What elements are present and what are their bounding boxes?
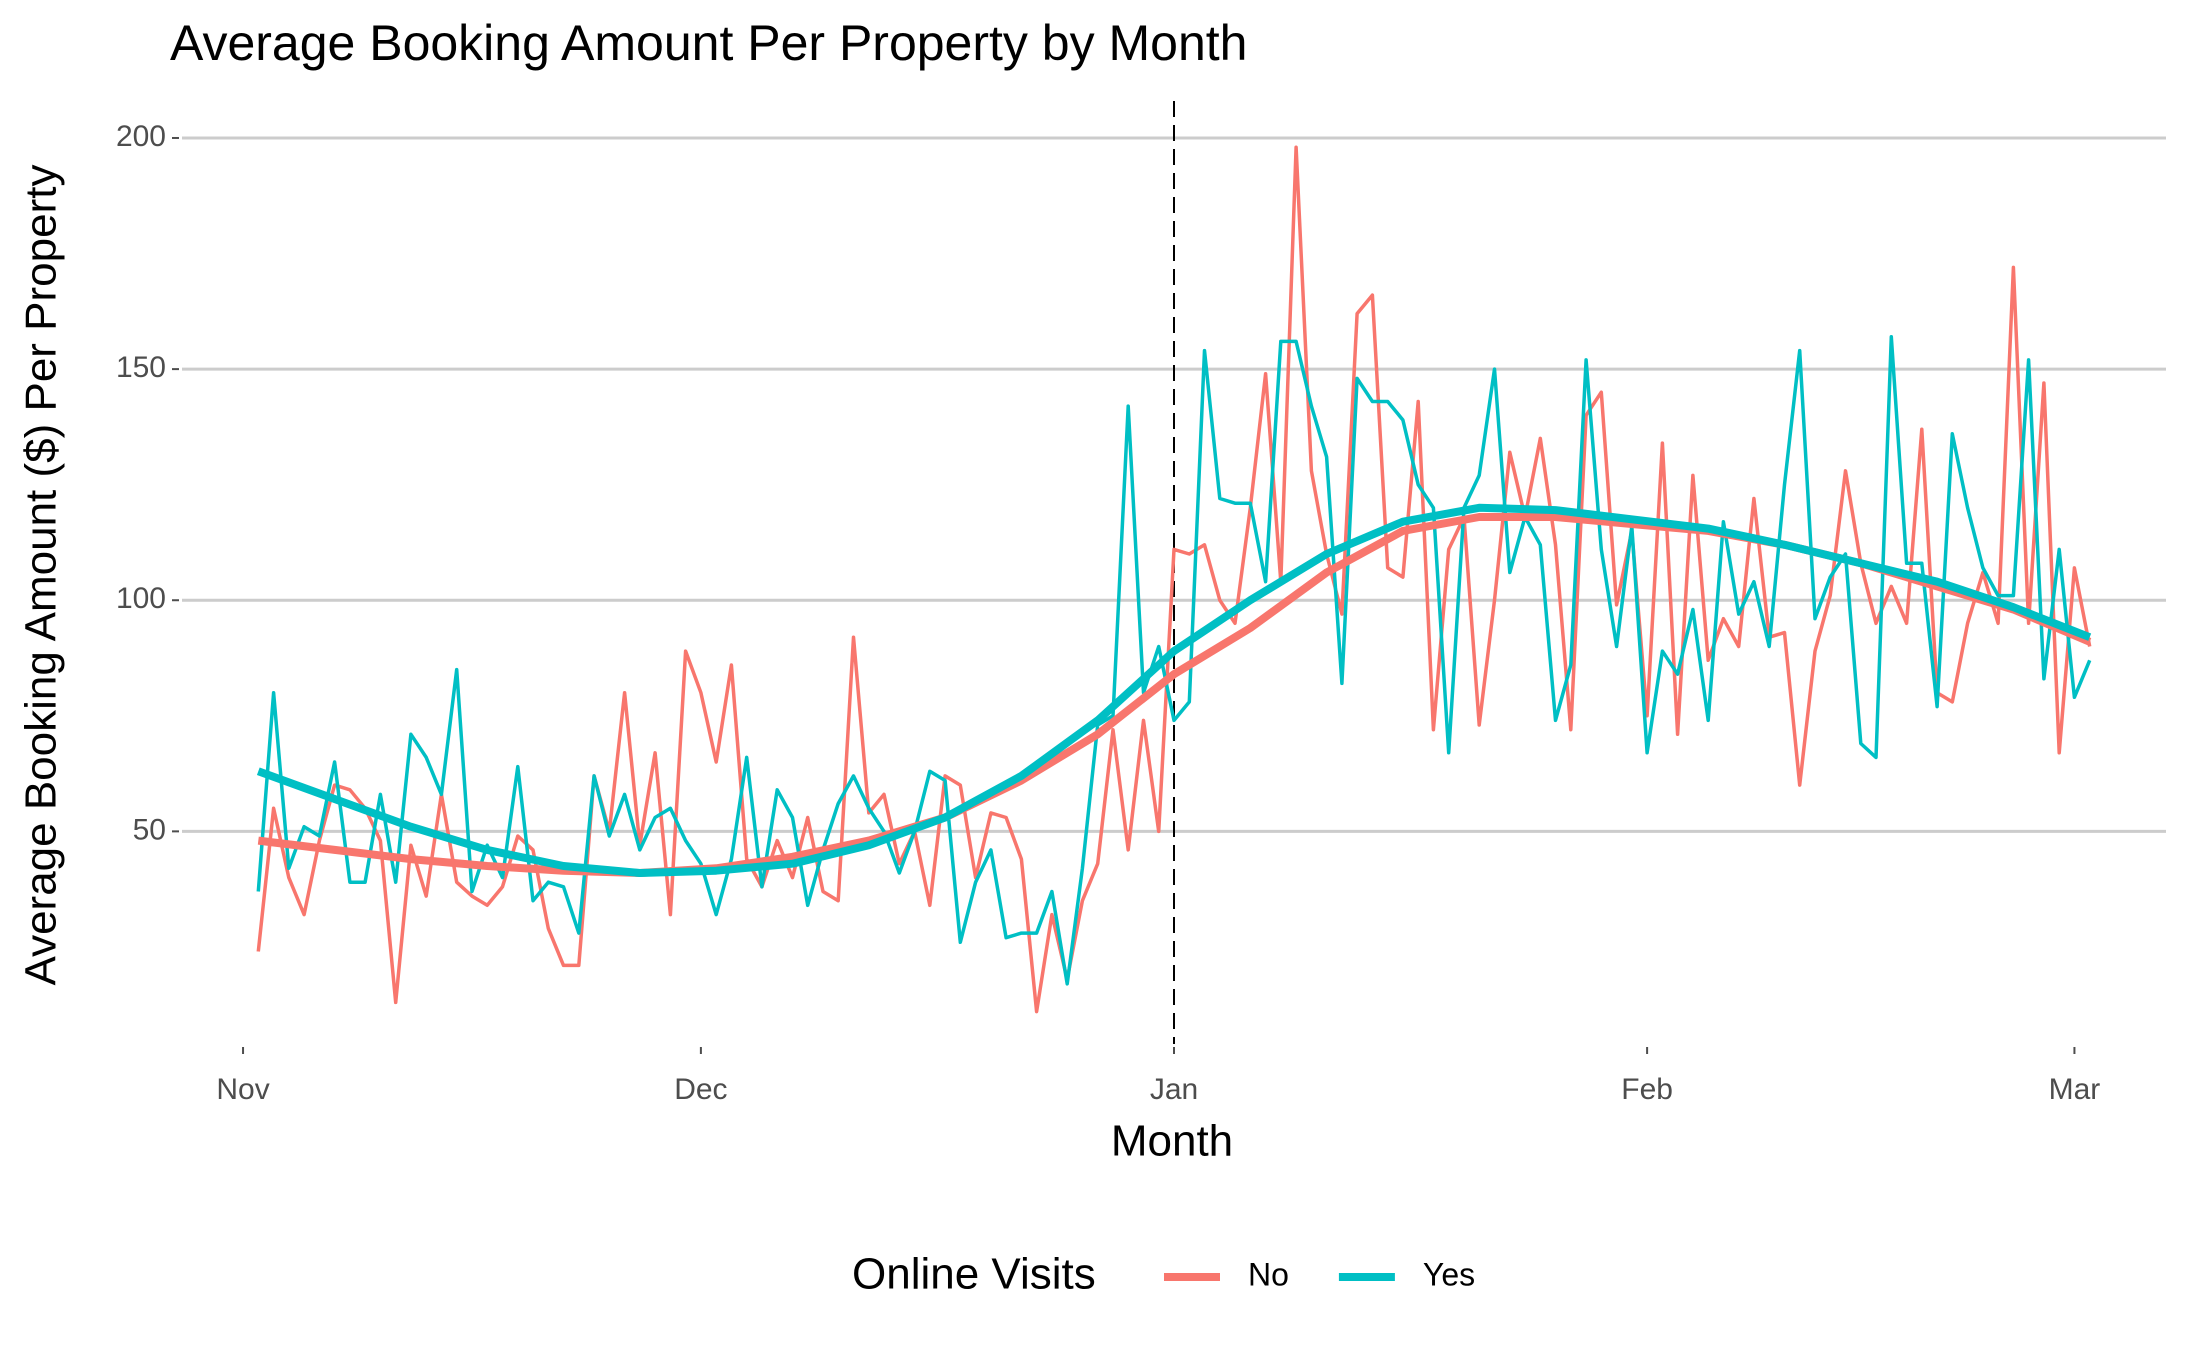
x-tick-label: Nov bbox=[216, 1073, 269, 1106]
x-tick-label: Dec bbox=[674, 1073, 727, 1106]
y-tick-label: 200 bbox=[116, 120, 166, 153]
x-axis-title: Month bbox=[1111, 1117, 1233, 1166]
y-axis-title: Average Booking Amount ($) Per Property bbox=[17, 165, 66, 986]
x-tick-label: Feb bbox=[1621, 1073, 1673, 1106]
data-line bbox=[256, 145, 2092, 1014]
smooth-line bbox=[256, 503, 2092, 877]
y-tick-label: 50 bbox=[133, 813, 166, 846]
chart-title: Average Booking Amount Per Property by M… bbox=[170, 15, 1247, 71]
y-tick-label: 150 bbox=[116, 351, 166, 384]
x-tick-label: Jan bbox=[1150, 1073, 1198, 1106]
legend-title: Online Visits bbox=[852, 1250, 1096, 1299]
x-tick-label: Mar bbox=[2049, 1073, 2101, 1106]
y-tick-label: 100 bbox=[116, 582, 166, 615]
legend-label: Yes bbox=[1423, 1256, 1475, 1292]
legend-label: No bbox=[1248, 1256, 1289, 1292]
data-line bbox=[256, 335, 2092, 986]
